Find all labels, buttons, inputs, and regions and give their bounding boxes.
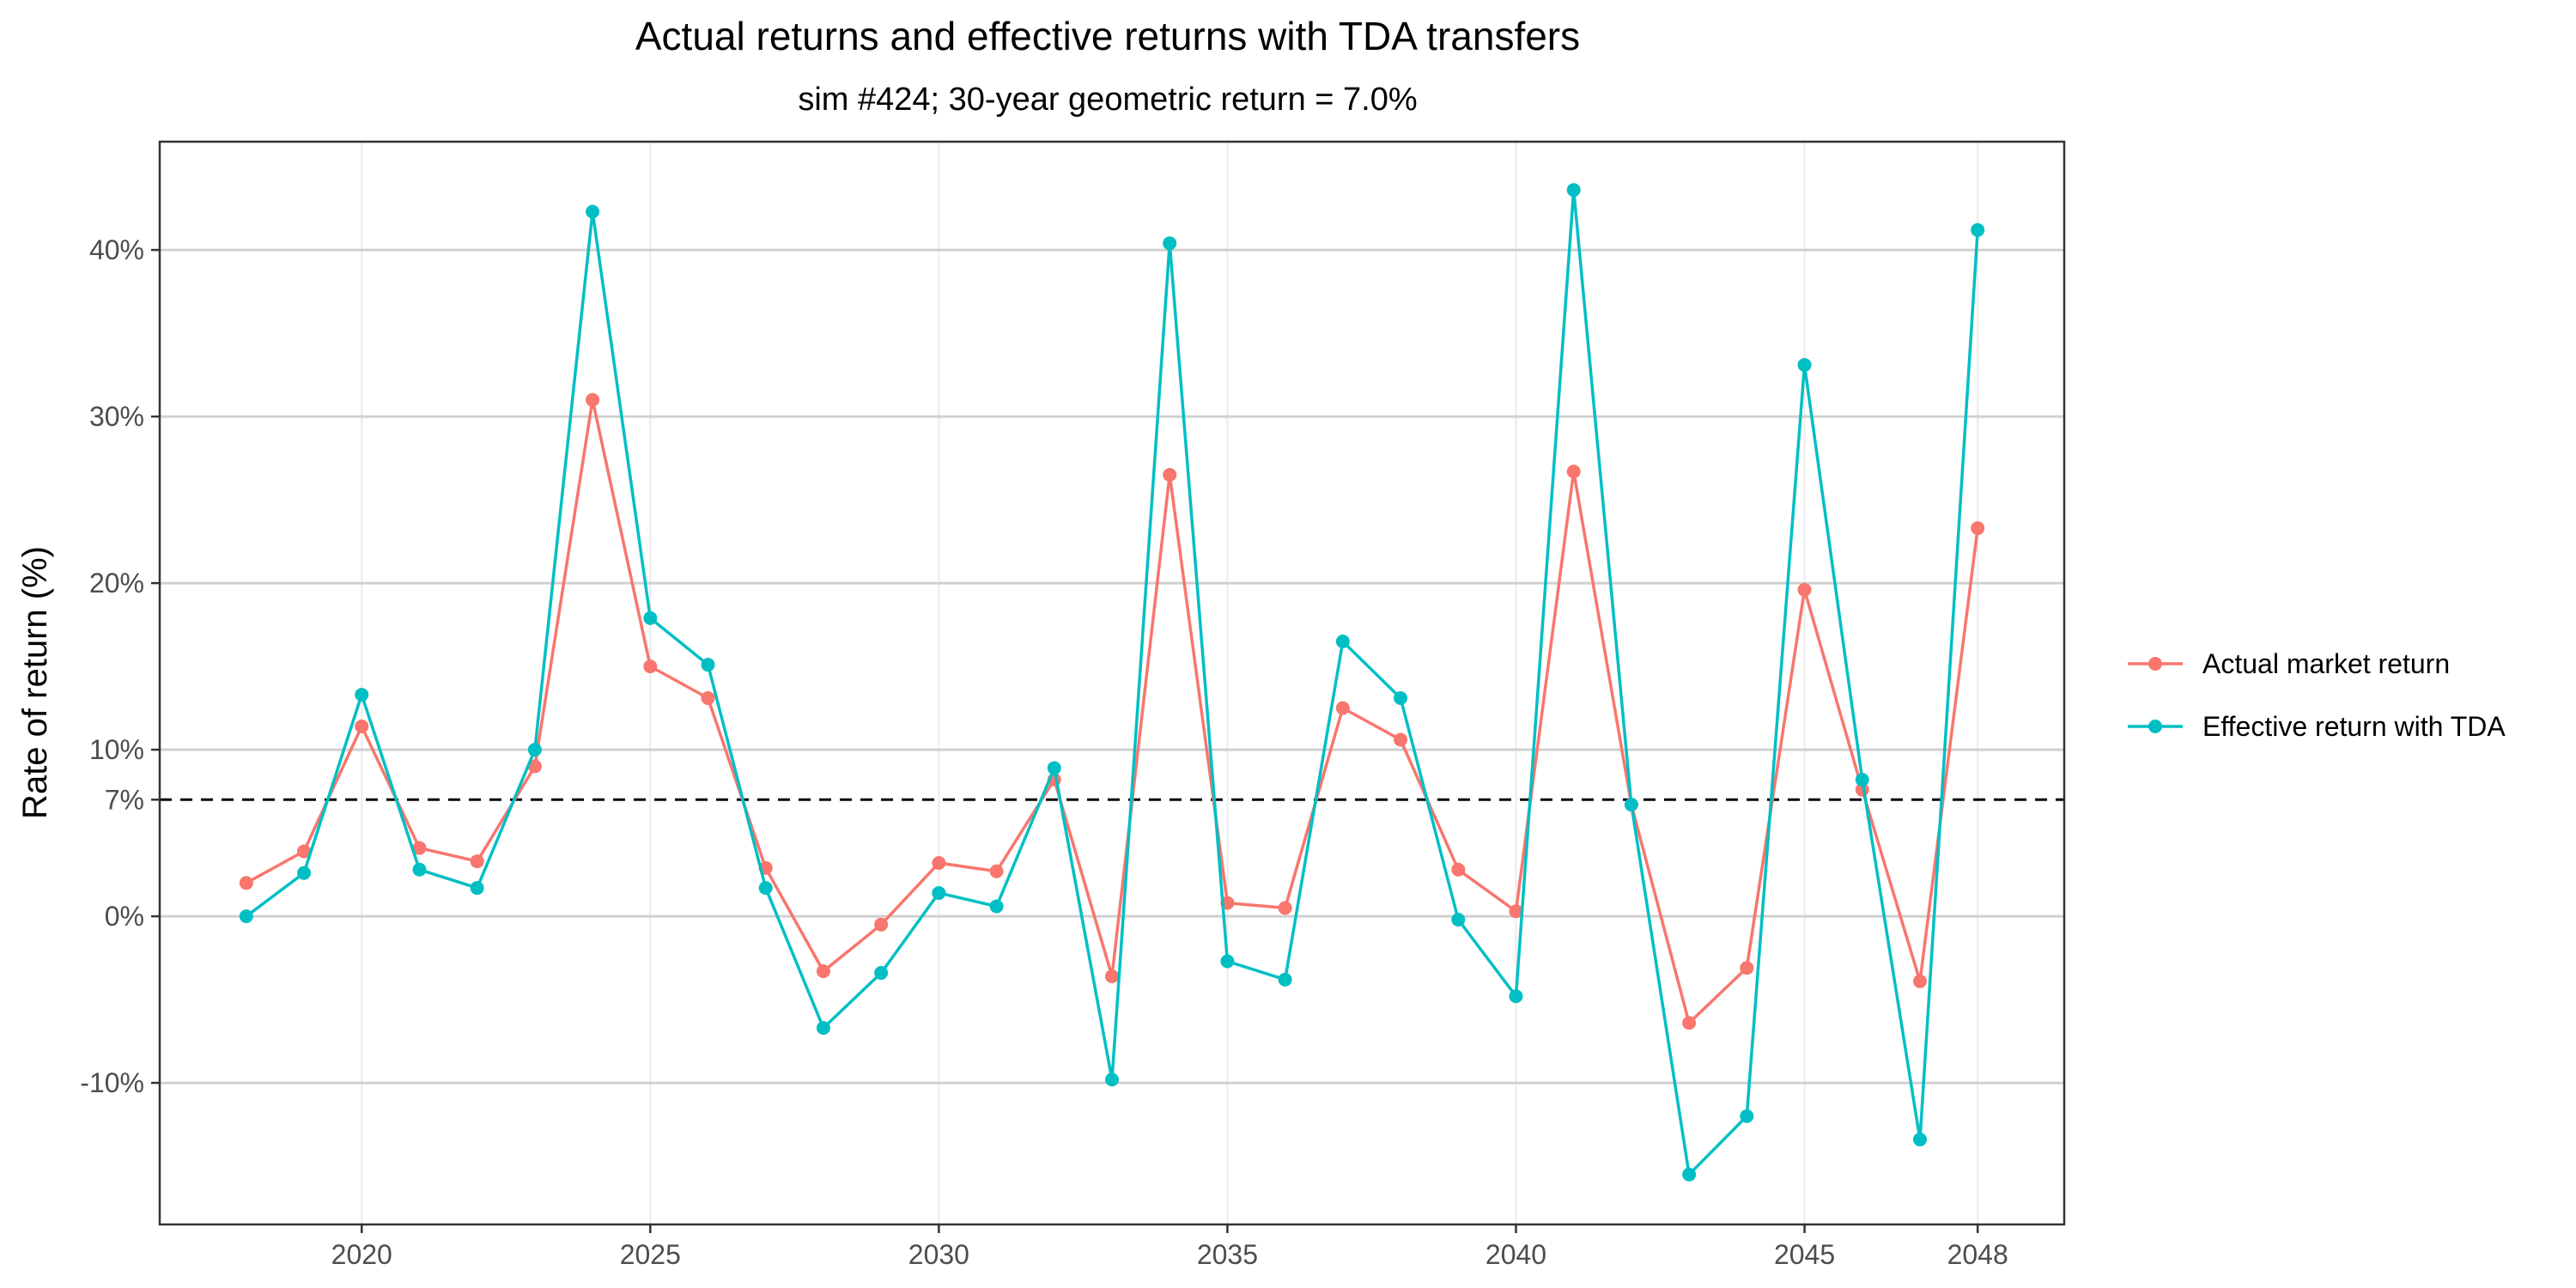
data-point [932, 856, 946, 871]
legend-label: Actual market return [2202, 648, 2450, 679]
data-point [1682, 1167, 1697, 1182]
series-0 [239, 392, 1985, 1030]
data-point [1163, 236, 1177, 251]
data-point [1105, 969, 1119, 983]
legend-item: Effective return with TDA [2128, 711, 2506, 742]
data-point [1509, 989, 1523, 1004]
data-point [1105, 1072, 1119, 1087]
data-point [1335, 635, 1350, 648]
data-point [297, 866, 312, 880]
data-point [1509, 904, 1523, 919]
x-tick-label: 2035 [1197, 1239, 1258, 1270]
data-point [1220, 954, 1235, 969]
data-point [1566, 465, 1581, 479]
y-tick-label: -10% [80, 1067, 144, 1098]
data-point [1797, 357, 1812, 372]
data-point [1912, 974, 1927, 988]
data-point [1566, 183, 1581, 197]
data-point [1278, 901, 1292, 915]
y-tick-label: 0% [105, 901, 144, 932]
data-point [1682, 1016, 1697, 1030]
data-point [1451, 862, 1466, 877]
data-point [1335, 701, 1350, 715]
y-tick-label: 10% [89, 734, 144, 765]
legend: Actual market return Effective return wit… [2128, 648, 2506, 742]
y-tick-label: 30% [89, 401, 144, 432]
data-point [816, 964, 830, 979]
data-point [1971, 521, 1985, 536]
data-point [1394, 732, 1408, 747]
data-point [1855, 773, 1869, 787]
data-point [1740, 1109, 1754, 1123]
chart-title: Actual returns and effective returns wit… [635, 14, 1580, 58]
legend-key-point [2148, 657, 2162, 671]
x-tick-label: 2030 [908, 1239, 969, 1270]
x-axis: 2020 2025 2030 2035 2040 2045 2048 [331, 1224, 2008, 1270]
legend-key-point [2148, 720, 2162, 733]
data-point [239, 909, 253, 924]
data-point [874, 917, 889, 932]
y-tick-label: 40% [89, 234, 144, 265]
data-point [874, 966, 889, 981]
legend-item: Actual market return [2128, 648, 2450, 679]
y-axis: -10% 0% 7% 10% 20% 30% 40% [80, 234, 160, 1098]
data-point [643, 611, 658, 625]
data-point [758, 881, 773, 896]
x-tick-label: 2048 [1947, 1239, 2008, 1270]
data-point [1278, 972, 1292, 987]
legend-label: Effective return with TDA [2202, 711, 2506, 742]
y-tick-label: 7% [105, 784, 144, 815]
data-point [989, 864, 1004, 878]
data-point [1047, 761, 1061, 775]
data-point [989, 899, 1004, 914]
plot-panel [160, 142, 2064, 1224]
data-point [412, 862, 427, 877]
data-point [355, 719, 369, 733]
data-point [586, 204, 600, 219]
series-group [239, 183, 1985, 1182]
data-point [527, 743, 542, 757]
data-point [701, 658, 715, 672]
data-point [932, 885, 946, 900]
data-point [1912, 1133, 1927, 1147]
data-point [1740, 961, 1754, 975]
plot-border [158, 140, 2066, 1226]
data-point [1624, 798, 1638, 812]
data-point [1797, 582, 1812, 597]
data-point [1394, 690, 1408, 705]
data-point [1163, 468, 1177, 482]
data-point [816, 1021, 830, 1036]
data-point [701, 690, 715, 705]
data-point [527, 759, 542, 774]
data-point [643, 659, 658, 674]
data-point [239, 876, 253, 890]
x-tick-label: 2025 [620, 1239, 681, 1270]
chart-subtitle: sim #424; 30-year geometric return = 7.0… [798, 82, 1417, 118]
data-point [297, 844, 312, 859]
x-tick-label: 2020 [331, 1239, 392, 1270]
data-point [355, 688, 369, 702]
x-tick-label: 2040 [1485, 1239, 1546, 1270]
x-tick-label: 2045 [1774, 1239, 1835, 1270]
data-point [1451, 912, 1466, 927]
data-point [470, 854, 484, 869]
data-point [586, 392, 600, 407]
series-1 [239, 183, 1985, 1182]
y-axis-title: Rate of return (%) [16, 546, 54, 819]
data-point [412, 841, 427, 855]
data-point [470, 881, 484, 896]
y-tick-label: 20% [89, 568, 144, 598]
data-point [1971, 222, 1985, 237]
